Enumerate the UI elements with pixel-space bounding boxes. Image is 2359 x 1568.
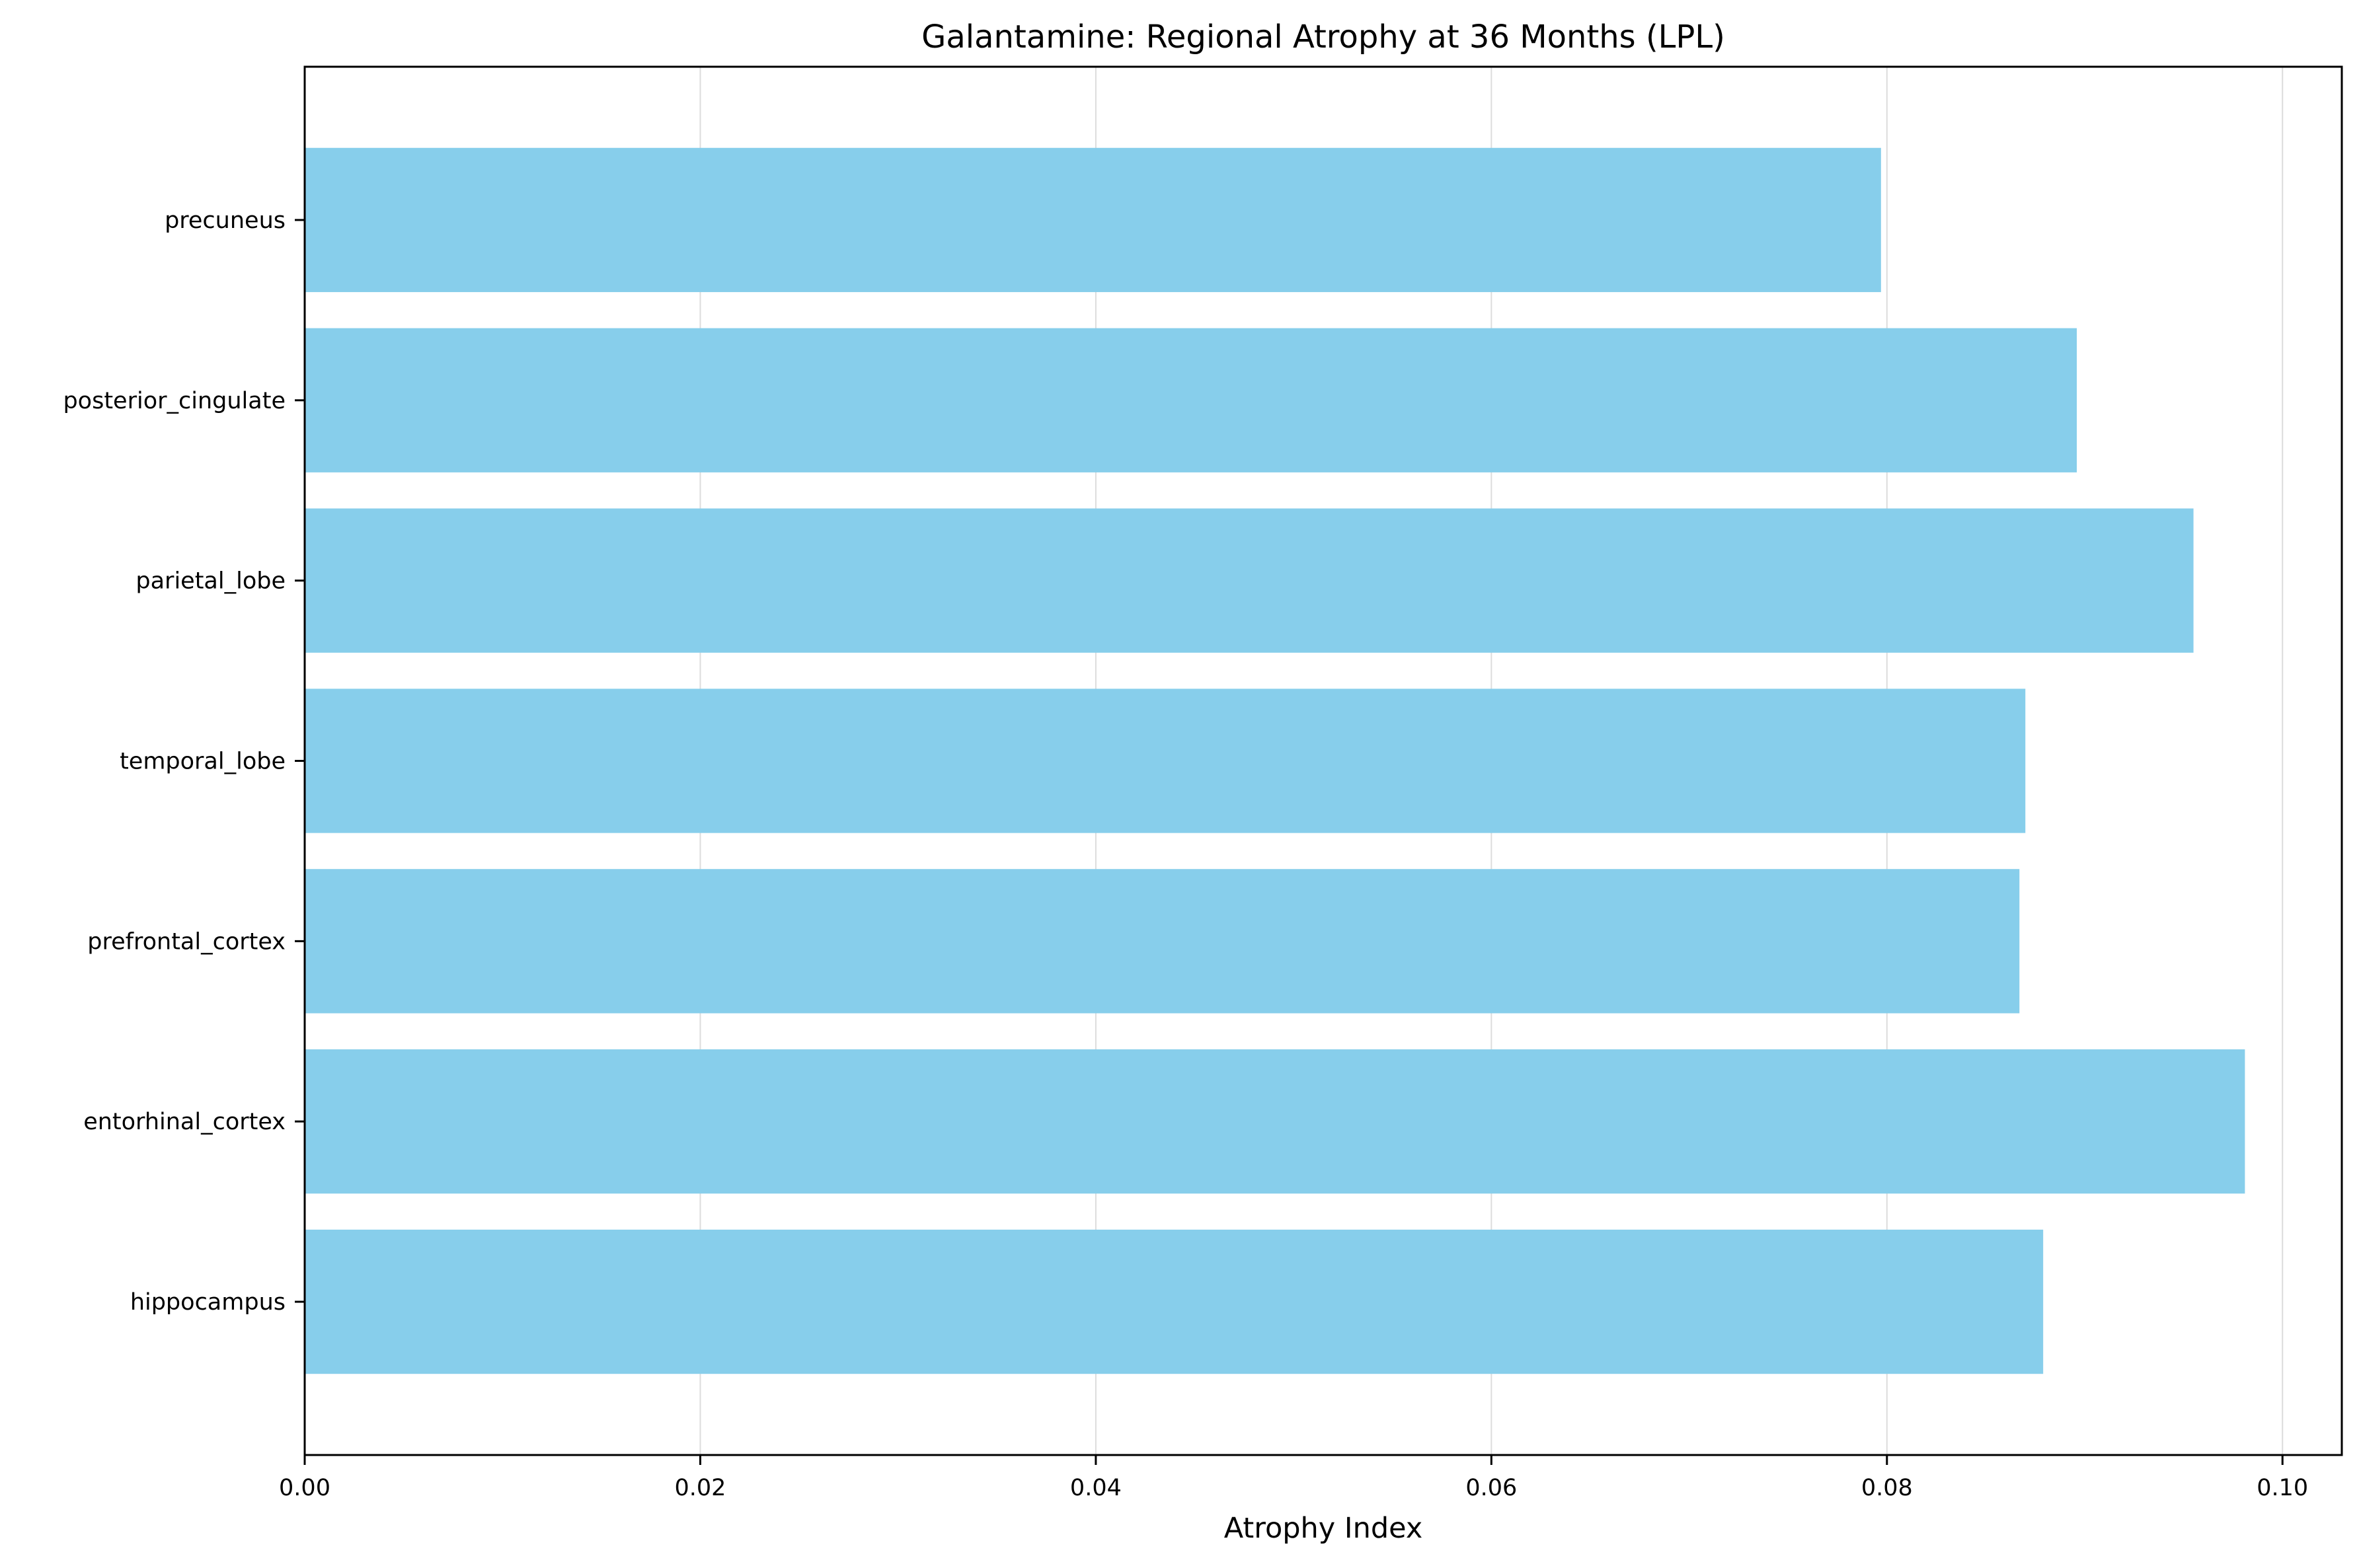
x-tick-label: 0.06 (1465, 1475, 1517, 1501)
x-tick-label: 0.10 (2257, 1475, 2308, 1501)
x-tick-label: 0.04 (1070, 1475, 1122, 1501)
bar-hippocampus (305, 1229, 2044, 1374)
bar-precuneus (305, 147, 1881, 293)
x-axis-ticks: 0.00 0.02 0.04 0.06 0.08 0.10 (279, 1455, 2308, 1501)
y-tick-label: entorhinal_cortex (83, 1109, 286, 1135)
bar-prefrontal-cortex (305, 869, 2020, 1014)
chart-title: Galantamine: Regional Atrophy at 36 Mont… (921, 19, 1725, 56)
y-tick-label: parietal_lobe (135, 568, 286, 595)
y-tick-label: temporal_lobe (120, 749, 286, 775)
bars (305, 147, 2245, 1374)
bar-parietal-lobe (305, 508, 2194, 653)
y-tick-label: posterior_cingulate (63, 388, 286, 414)
x-axis-label: Atrophy Index (1224, 1512, 1423, 1545)
y-tick-label: prefrontal_cortex (87, 928, 286, 955)
bar-temporal-lobe (305, 689, 2026, 833)
y-tick-label: precuneus (165, 207, 286, 234)
x-tick-label: 0.00 (279, 1475, 330, 1501)
y-tick-label: hippocampus (130, 1289, 286, 1316)
y-axis-ticks: hippocampus entorhinal_cortex prefrontal_c… (63, 207, 305, 1316)
bar-entorhinal-cortex (305, 1049, 2245, 1194)
x-tick-label: 0.02 (674, 1475, 726, 1501)
bar-posterior-cingulate (305, 328, 2077, 472)
x-tick-label: 0.08 (1861, 1475, 1913, 1501)
